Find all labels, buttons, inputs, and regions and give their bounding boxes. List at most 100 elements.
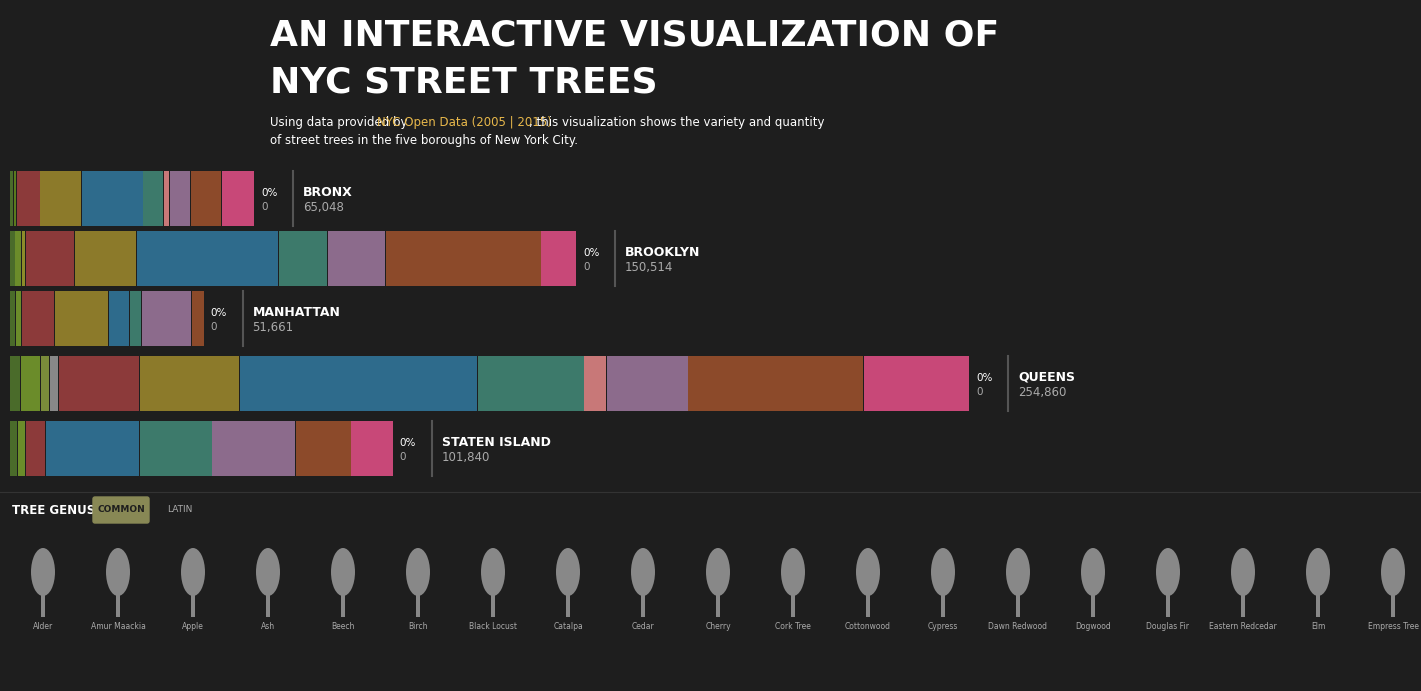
Ellipse shape (1381, 548, 1405, 596)
Text: 0%: 0% (583, 248, 600, 258)
Text: Elm: Elm (1310, 622, 1326, 631)
Bar (280, 231, 327, 285)
Ellipse shape (556, 548, 580, 596)
Bar (190, 595, 195, 617)
Text: Catalpa: Catalpa (553, 622, 583, 631)
Bar (141, 355, 240, 410)
Text: 150,514: 150,514 (625, 261, 674, 274)
Text: 0: 0 (976, 387, 982, 397)
Bar (163, 171, 169, 225)
Bar (16, 231, 21, 285)
Text: Eastern Redcedar: Eastern Redcedar (1209, 622, 1277, 631)
Bar (136, 231, 279, 285)
Bar (190, 171, 220, 225)
Text: , this visualization shows the variety and quantity: , this visualization shows the variety a… (529, 116, 824, 129)
Text: Beech: Beech (331, 622, 355, 631)
Text: 0%: 0% (210, 308, 227, 318)
Ellipse shape (31, 548, 55, 596)
Text: BROOKLYN: BROOKLYN (625, 245, 701, 258)
Bar (18, 421, 24, 475)
Bar (865, 595, 870, 617)
Bar (566, 595, 570, 617)
Bar (791, 595, 794, 617)
Bar (109, 290, 129, 346)
Bar (26, 421, 45, 475)
Bar (864, 355, 969, 410)
Text: Cedar: Cedar (631, 622, 655, 631)
Bar (1391, 595, 1395, 617)
Bar (641, 595, 645, 617)
Bar (584, 355, 607, 410)
Text: 0: 0 (261, 202, 267, 212)
Ellipse shape (480, 548, 504, 596)
Bar (1241, 595, 1245, 617)
Bar (41, 595, 45, 617)
Ellipse shape (706, 548, 730, 596)
Bar (117, 595, 119, 617)
Text: MANHATTAN: MANHATTAN (253, 305, 341, 319)
Text: Empress Tree: Empress Tree (1367, 622, 1418, 631)
Bar (1016, 595, 1020, 617)
Text: Douglas Fir: Douglas Fir (1147, 622, 1189, 631)
Bar (41, 355, 50, 410)
Bar (222, 171, 254, 225)
Ellipse shape (782, 548, 806, 596)
Text: 65,048: 65,048 (303, 200, 344, 214)
Bar (142, 290, 192, 346)
Bar (1316, 595, 1320, 617)
Text: 0%: 0% (261, 188, 277, 198)
Text: TREE GENUS: TREE GENUS (11, 504, 95, 516)
Bar (492, 595, 495, 617)
Bar (266, 595, 270, 617)
Text: Ash: Ash (261, 622, 276, 631)
Bar (10, 290, 16, 346)
Bar (341, 595, 345, 617)
Bar (296, 421, 351, 475)
Ellipse shape (1157, 548, 1179, 596)
Text: 51,661: 51,661 (253, 321, 294, 334)
Bar (45, 421, 139, 475)
Text: Cherry: Cherry (705, 622, 730, 631)
Bar (50, 355, 58, 410)
Bar (941, 595, 945, 617)
Text: 0%: 0% (399, 438, 416, 448)
Bar (144, 171, 163, 225)
Text: COMMON: COMMON (97, 506, 145, 515)
Bar (21, 355, 40, 410)
Text: Amur Maackia: Amur Maackia (91, 622, 145, 631)
Text: NYC STREET TREES: NYC STREET TREES (270, 65, 658, 99)
Text: 0: 0 (210, 322, 217, 332)
Bar (10, 355, 20, 410)
Bar (21, 231, 26, 285)
Bar (17, 171, 40, 225)
Ellipse shape (631, 548, 655, 596)
Bar (129, 290, 142, 346)
Bar (328, 231, 385, 285)
Bar (75, 231, 136, 285)
Text: Dogwood: Dogwood (1076, 622, 1111, 631)
Bar (16, 290, 21, 346)
Text: 0%: 0% (976, 373, 992, 383)
Bar (477, 355, 584, 410)
Bar (1167, 595, 1169, 617)
Bar (171, 171, 190, 225)
Ellipse shape (107, 548, 129, 596)
Bar (40, 171, 81, 225)
Ellipse shape (1306, 548, 1330, 596)
Text: Dawn Redwood: Dawn Redwood (989, 622, 1047, 631)
Text: Alder: Alder (33, 622, 53, 631)
Text: 0: 0 (399, 452, 406, 462)
Text: 254,860: 254,860 (1017, 386, 1066, 399)
Ellipse shape (1006, 548, 1030, 596)
Bar (716, 595, 720, 617)
Bar (26, 231, 74, 285)
Bar (192, 290, 203, 346)
Bar (55, 290, 108, 346)
Bar (10, 421, 17, 475)
Text: 0: 0 (583, 262, 590, 272)
Ellipse shape (1081, 548, 1106, 596)
Text: Cottonwood: Cottonwood (845, 622, 891, 631)
Bar (607, 355, 688, 410)
Bar (81, 171, 142, 225)
Text: Birch: Birch (408, 622, 428, 631)
